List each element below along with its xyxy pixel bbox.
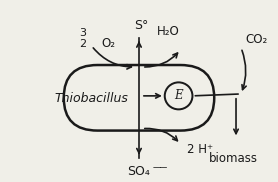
Text: 3: 3	[79, 28, 86, 38]
Text: 2: 2	[79, 39, 86, 49]
Text: O₂: O₂	[101, 37, 115, 50]
Text: CO₂: CO₂	[245, 33, 267, 46]
Text: S°: S°	[134, 19, 148, 32]
Text: ——: ——	[153, 163, 168, 172]
Text: H₂O: H₂O	[157, 25, 180, 38]
Text: E: E	[174, 89, 183, 102]
Text: Thiobacillus: Thiobacillus	[54, 92, 128, 105]
Text: 2 H⁺: 2 H⁺	[187, 143, 213, 156]
Text: SO₄: SO₄	[128, 165, 150, 178]
Text: biomass: biomass	[208, 152, 257, 165]
